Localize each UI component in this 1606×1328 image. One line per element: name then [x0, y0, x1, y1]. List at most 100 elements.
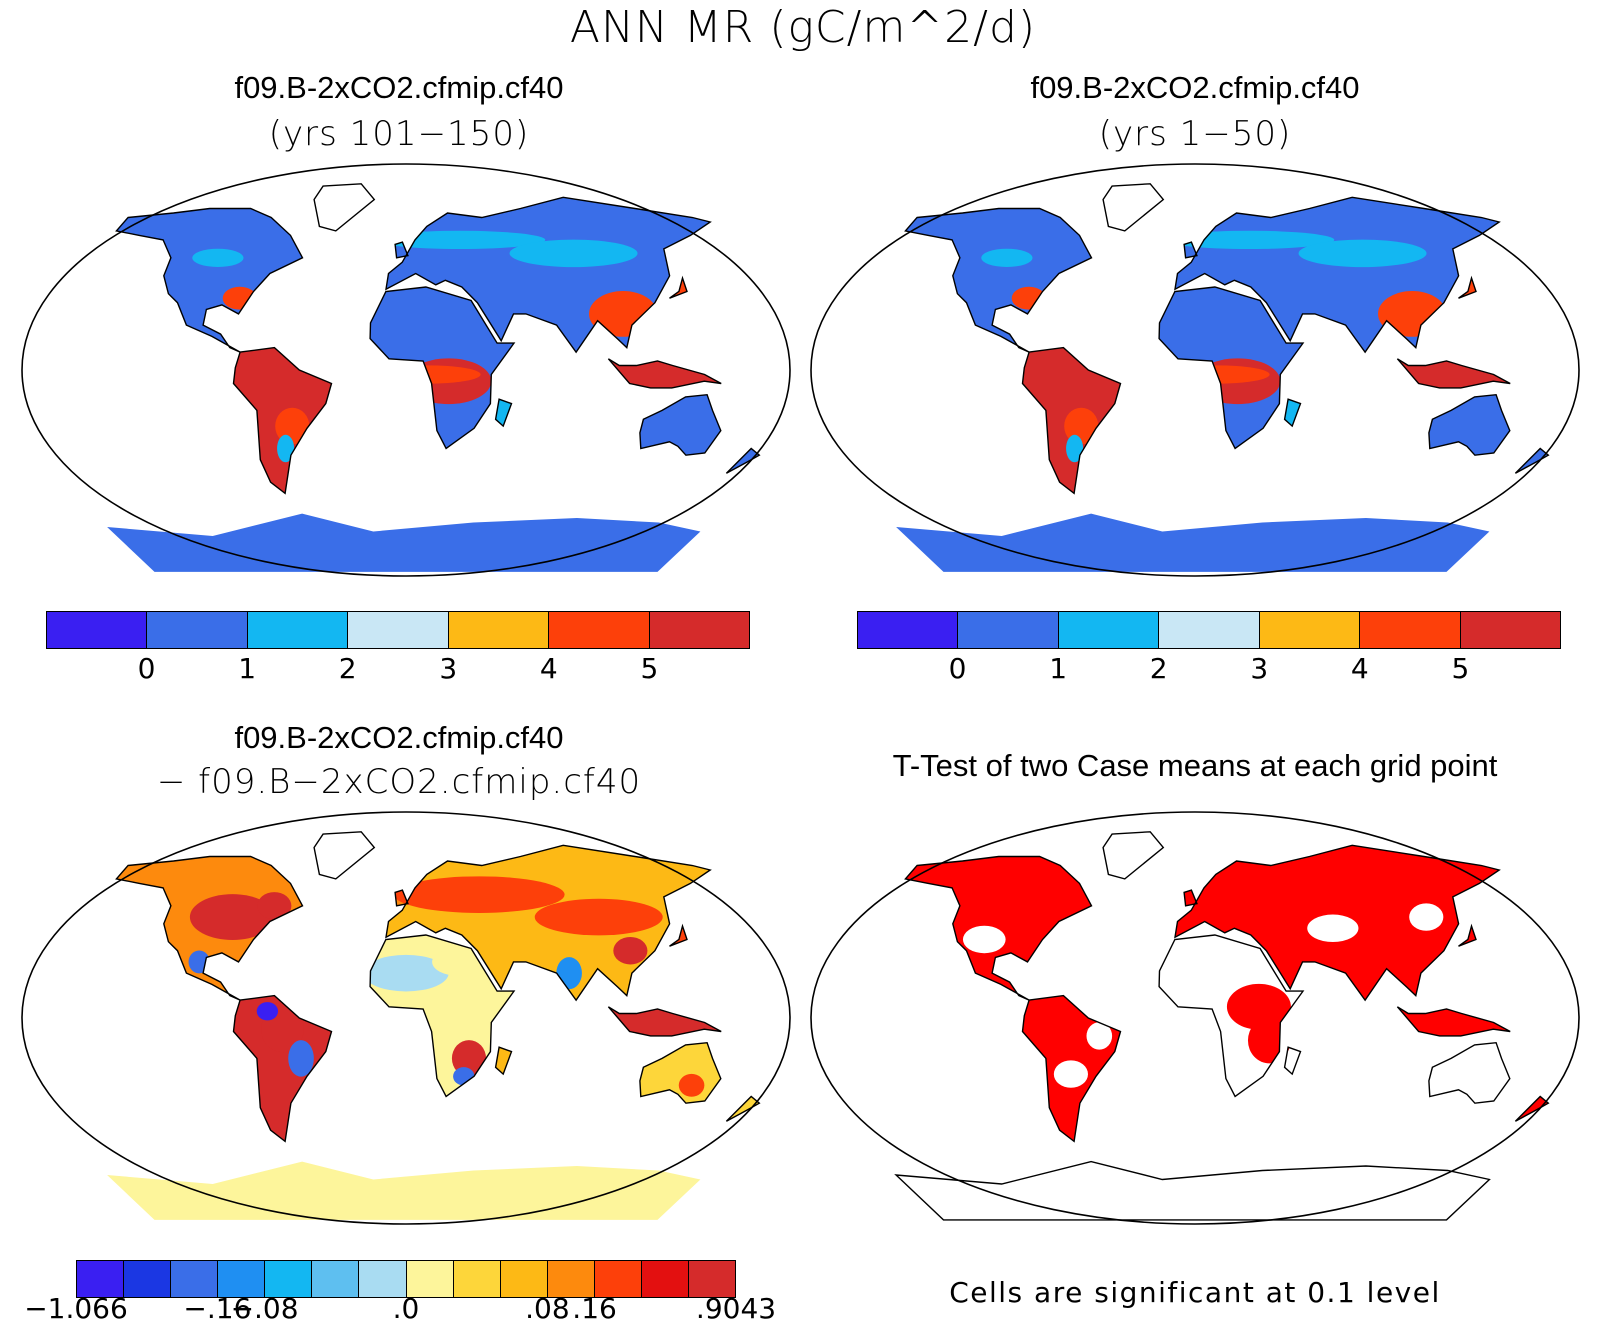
colorbar-swatch [858, 612, 959, 648]
coastline [1102, 183, 1165, 232]
coastline [1183, 241, 1198, 259]
map-border [810, 811, 1580, 1225]
coastline [669, 923, 688, 947]
colorbar-tick-label: 1 [238, 652, 257, 685]
colorbar-swatch [649, 612, 749, 648]
value-region [1053, 1060, 1088, 1088]
panel-2-map [810, 163, 1580, 577]
colorbar-swatch [1360, 612, 1461, 648]
coastline [725, 447, 761, 474]
land-australia [639, 394, 721, 456]
coastline [1174, 844, 1501, 1002]
colorbar-swatch [641, 1261, 690, 1297]
colorbar-swatch [265, 1261, 313, 1297]
map-border [21, 163, 791, 577]
value-region [509, 239, 638, 268]
panel-1-map [21, 163, 791, 577]
colorbar-swatch [218, 1261, 266, 1297]
land-greenland [314, 831, 375, 879]
coastline [1283, 1046, 1302, 1076]
colorbar-swatch [549, 612, 650, 648]
coastline [904, 855, 1093, 1001]
coastline [313, 183, 376, 232]
colorbar-tick-label: .0 [392, 1292, 420, 1325]
coastline [1428, 1041, 1511, 1104]
panel-1-colorbar-ticks: 0 1 2 3 4 5 [46, 652, 750, 688]
coastline [1514, 447, 1550, 474]
coastline [313, 831, 376, 880]
land-northAmerica [905, 208, 1092, 353]
value-region [363, 954, 449, 992]
colorbar-tick-label: −.08 [230, 1292, 299, 1325]
value-region [451, 1040, 487, 1077]
land-nz [726, 1096, 760, 1122]
colorbar-tick-label: 4 [1350, 652, 1369, 685]
value-region [1066, 434, 1084, 463]
value-region [1086, 1022, 1113, 1050]
colorbar-swatch [147, 612, 248, 648]
coastline [1396, 358, 1511, 389]
land-antarctica [896, 1161, 1490, 1220]
panel-2-colorbar-ticks: 0 1 2 3 4 5 [857, 652, 1561, 688]
value-region [678, 1073, 705, 1097]
value-region [613, 936, 648, 965]
figure-title: ANN MR (gC/m^2/d) [569, 2, 1037, 53]
coastline [1158, 934, 1305, 1098]
colorbar-swatch [594, 1261, 642, 1297]
panel-3-map [21, 811, 791, 1225]
panel-1-colorbar [46, 611, 750, 649]
colorbar-swatch [124, 1261, 172, 1297]
value-region [981, 248, 1033, 267]
coastline [1021, 994, 1122, 1143]
coastline [639, 393, 722, 456]
colorbar-swatch [77, 1261, 125, 1297]
coastline [1283, 398, 1302, 428]
coastline [1396, 1006, 1511, 1037]
map-border [21, 811, 791, 1225]
coastline [904, 207, 1093, 353]
colorbar-tick-label: 0 [948, 652, 967, 685]
colorbar-tick-label: −1.066 [24, 1292, 128, 1325]
coastline [1458, 923, 1477, 947]
colorbar-swatch [348, 612, 449, 648]
land-nz [726, 448, 760, 474]
colorbar-swatch [1159, 612, 1260, 648]
coastline [1183, 889, 1198, 907]
coastline [232, 346, 333, 495]
coastline [394, 241, 409, 259]
coastline [725, 1095, 761, 1122]
coastline [394, 889, 409, 907]
colorbar-swatch [359, 1261, 407, 1297]
coastline [369, 934, 516, 1098]
land-australia [1428, 394, 1510, 456]
coastline [669, 275, 688, 299]
value-region [189, 894, 276, 940]
value-region [1409, 903, 1444, 931]
land-uk [1184, 890, 1197, 906]
panel-2-title: f09.B-2xCO2.cfmip.cf40 [1030, 70, 1360, 105]
land-nz [1515, 1096, 1549, 1122]
land-nz [1515, 448, 1549, 474]
colorbar-tick-label: 1 [1049, 652, 1068, 685]
land-northAmerica [116, 208, 303, 353]
coastline [1174, 196, 1501, 354]
coastline [639, 1041, 722, 1104]
coastline [232, 994, 333, 1143]
colorbar-swatch [958, 612, 1059, 648]
coastline [1514, 1095, 1550, 1122]
colorbar-swatch [1259, 612, 1361, 648]
map-border [810, 163, 1580, 577]
value-region [277, 434, 295, 463]
value-region [1457, 1060, 1492, 1088]
land-antarctica [896, 513, 1490, 572]
coastline [607, 1006, 722, 1037]
colorbar-swatch [689, 1261, 736, 1297]
coastline [385, 844, 712, 1002]
colorbar-tick-label: .08 [525, 1292, 570, 1325]
land-greenland [314, 183, 375, 231]
colorbar-swatch [1058, 612, 1160, 648]
colorbar-tick-label: 5 [1451, 652, 1470, 685]
colorbar-tick-label: .9043 [695, 1292, 777, 1325]
coastline [494, 398, 513, 428]
coastline [607, 358, 722, 389]
